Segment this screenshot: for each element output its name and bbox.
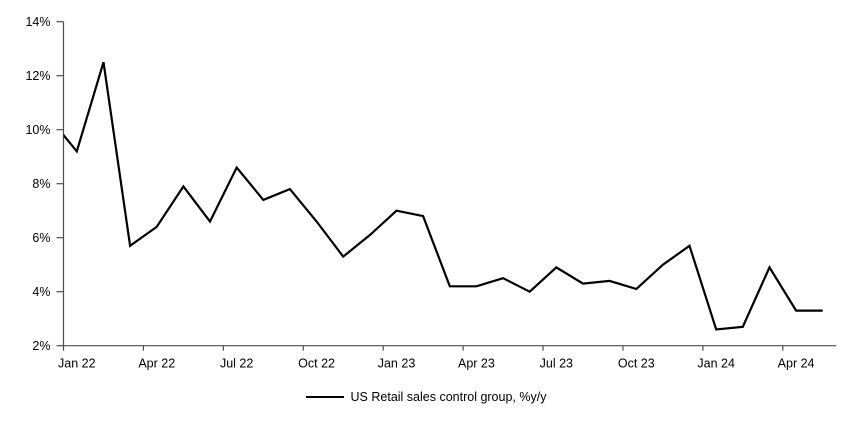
y-axis-tick-label: 4%: [32, 285, 50, 299]
x-axis-tick-label: Jan 22: [58, 357, 96, 371]
x-axis-tick-label: Jan 24: [697, 357, 735, 371]
legend-label: US Retail sales control group, %y/y: [350, 390, 547, 404]
y-axis-tick-label: 10%: [25, 123, 50, 137]
x-axis-tick-label: Oct 23: [618, 357, 655, 371]
y-axis-tick-label: 6%: [32, 231, 50, 245]
x-axis-tick-label: Oct 22: [298, 357, 335, 371]
x-axis-tick-label: Jul 23: [540, 357, 573, 371]
y-axis-tick-label: 2%: [32, 339, 50, 353]
y-axis-tick-label: 8%: [32, 177, 50, 191]
y-axis-tick-label: 12%: [25, 69, 50, 83]
x-axis-tick-label: Apr 22: [138, 357, 175, 371]
x-axis-tick-label: Apr 24: [778, 357, 815, 371]
x-axis-tick-label: Apr 23: [458, 357, 495, 371]
data-line-us-retail-control-group: [63, 61, 823, 331]
legend-line-sample: [305, 396, 344, 398]
chart-legend: US Retail sales control group, %y/y: [0, 389, 852, 405]
x-axis-tick-label: Jan 23: [378, 357, 416, 371]
line-chart-svg: 2% 4% 6% 8% 10% 12% 14% Jan 22 Apr 22 Jul 22 Oct 2…: [25, 15, 837, 371]
x-axis-tick-label: Jul 22: [220, 357, 253, 371]
y-axis-tick-label: 14%: [25, 15, 50, 29]
